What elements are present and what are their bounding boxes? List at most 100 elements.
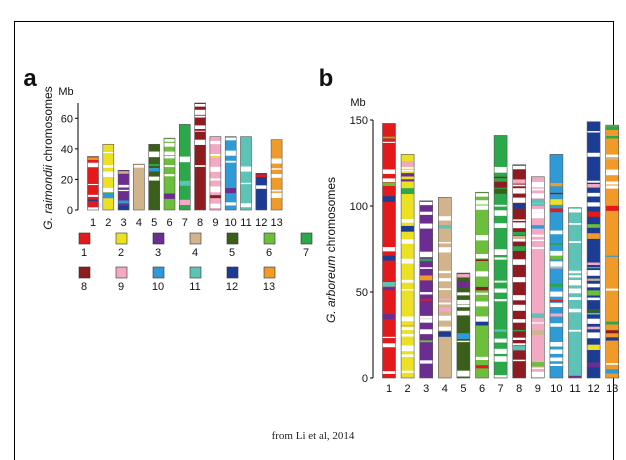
x-tick-label: 4 <box>442 383 448 395</box>
chromosome-band <box>419 223 433 229</box>
chromosome-b-3 <box>419 200 434 379</box>
chromosome-band <box>475 316 489 322</box>
chromosome-outline <box>530 176 545 379</box>
chromosome-band <box>401 218 415 223</box>
chromosome-band <box>494 249 508 256</box>
chromosome-band <box>401 170 415 172</box>
chromosome-band <box>587 270 601 276</box>
chromosome-band <box>549 199 563 205</box>
chromosome-outline <box>133 163 145 211</box>
chromosome-band <box>512 238 526 242</box>
chromosome-band <box>382 136 396 139</box>
chromosome-outline <box>87 156 99 211</box>
chromosome-band <box>209 140 221 145</box>
chromosome-band <box>179 180 191 186</box>
chromosome-band <box>512 179 526 184</box>
chromosome-band <box>438 331 452 337</box>
chromosome-band <box>512 329 526 332</box>
chromosome-band <box>419 258 433 262</box>
chromosome-outline <box>102 143 115 211</box>
chromosome-band <box>605 135 619 139</box>
chromosome-band <box>164 139 175 142</box>
chromosome-band <box>494 257 508 260</box>
chromosome-outline <box>493 135 508 379</box>
x-tick-label: 10 <box>550 383 562 395</box>
chromosome-band <box>605 255 619 257</box>
chromosome-band <box>587 224 601 228</box>
chromosome-body <box>255 173 267 210</box>
chromosome-band <box>194 130 206 132</box>
chromosome-band <box>568 241 582 243</box>
chromosome-band <box>512 246 526 251</box>
chromosome-outline <box>255 173 268 211</box>
chromosome-band <box>87 162 99 168</box>
chromosome-band <box>605 321 619 325</box>
chromosome-band <box>512 165 526 170</box>
chromosome-band <box>605 288 619 291</box>
chromosome-band <box>419 211 433 215</box>
chromosome-band <box>475 259 489 261</box>
chromosome-band <box>225 202 237 206</box>
chromosome-band <box>512 319 526 323</box>
x-tick-label: 10 <box>225 217 237 229</box>
x-tick-label: 9 <box>535 383 541 395</box>
panel-label: a <box>23 65 37 92</box>
chromosome-band <box>587 318 601 324</box>
legend-label: 5 <box>229 247 235 259</box>
chromosome-band <box>456 274 470 278</box>
chromosome-band <box>438 326 452 331</box>
chromosome-band <box>475 193 489 197</box>
chromosome-a-2 <box>102 143 115 211</box>
y-unit-label: Mb <box>350 97 365 109</box>
chromosome-band <box>382 343 396 348</box>
chromosome-body <box>475 192 489 378</box>
chromosome-b-8 <box>512 164 527 379</box>
chromosome-band <box>240 203 252 208</box>
chromosome-a-9 <box>209 136 222 211</box>
chromosome-band <box>549 313 563 317</box>
legend-swatch <box>300 232 313 245</box>
chromosome-band <box>587 297 601 301</box>
legend-label: 8 <box>81 281 87 293</box>
chromosome-b-4 <box>437 197 452 379</box>
chromosome-band <box>512 222 526 229</box>
chromosome-band <box>568 297 582 300</box>
chromosome-band <box>531 193 545 199</box>
chromosome-band <box>587 312 601 315</box>
chromosome-band <box>164 142 175 147</box>
chromosome-outline <box>224 136 237 211</box>
chromosome-band <box>587 152 601 157</box>
chromosome-band <box>102 187 114 192</box>
legend-swatch <box>115 266 128 279</box>
chromosome-band <box>382 371 396 374</box>
panel-label: b <box>319 65 334 92</box>
chromosome-band <box>549 192 563 195</box>
y-tick-label: 0 <box>67 205 73 217</box>
chromosome-b-12 <box>586 121 601 379</box>
chromosome-body <box>133 164 145 210</box>
chromosome-band <box>382 247 396 252</box>
y-axis-title: G. raimondii chromosomes <box>41 86 55 229</box>
chromosome-outline <box>148 143 160 211</box>
chromosome-band <box>401 225 415 232</box>
chromosome-band <box>102 151 114 154</box>
legend-swatch <box>78 232 91 245</box>
chromosome-a-1 <box>87 156 99 211</box>
chromosome-band <box>102 164 114 168</box>
chromosome-outline <box>437 197 452 379</box>
chromosome-a-13 <box>270 139 283 211</box>
chromosome-band <box>87 183 99 186</box>
x-tick-label: 12 <box>255 217 267 229</box>
chromosome-body <box>512 164 526 378</box>
chromosome-band <box>605 369 619 374</box>
chromosome-b-9 <box>530 176 545 379</box>
y-tick-label: 150 <box>350 115 368 127</box>
chromosome-band <box>587 344 601 351</box>
legend-label: 4 <box>192 247 198 259</box>
chromosome-band <box>531 362 545 367</box>
chromosome-outline <box>194 102 206 211</box>
chromosome-band <box>225 160 237 163</box>
chromosome-band <box>549 182 563 187</box>
x-tick-label: 1 <box>90 217 96 229</box>
